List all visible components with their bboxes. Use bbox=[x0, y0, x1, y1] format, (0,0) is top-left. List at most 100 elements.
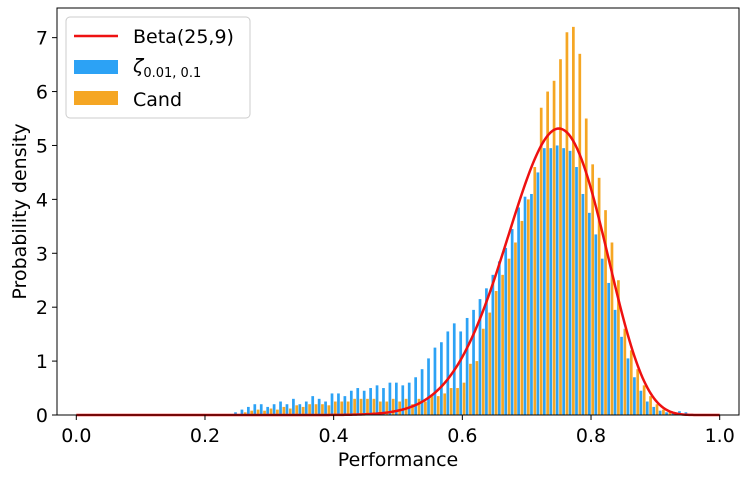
bar-cand bbox=[469, 363, 472, 415]
bar-cand bbox=[353, 398, 356, 415]
bar-zeta bbox=[600, 258, 604, 415]
bar-cand bbox=[269, 408, 273, 415]
bar-zeta bbox=[247, 406, 250, 415]
bar-cand bbox=[282, 406, 286, 415]
bar-zeta bbox=[497, 261, 501, 415]
bar-cand bbox=[436, 396, 440, 415]
bar-cand bbox=[327, 405, 331, 415]
bar-zeta bbox=[459, 331, 463, 415]
bar-cand bbox=[533, 167, 537, 415]
bar-cand bbox=[559, 59, 562, 416]
bar-cand bbox=[552, 80, 556, 415]
x-tick-label: 0.2 bbox=[190, 425, 220, 447]
bar-zeta bbox=[433, 347, 437, 415]
bar-zeta bbox=[465, 317, 469, 415]
bar-zeta bbox=[562, 148, 565, 415]
bar-cand bbox=[295, 405, 299, 415]
x-tick-label: 1.0 bbox=[705, 425, 735, 447]
bar-cand bbox=[610, 242, 614, 415]
bar-zeta bbox=[298, 404, 302, 415]
bar-zeta bbox=[349, 390, 353, 415]
legend-swatch-cand bbox=[74, 91, 118, 105]
bar-cand bbox=[584, 118, 588, 415]
bar-zeta bbox=[607, 282, 611, 415]
bar-zeta bbox=[588, 212, 591, 415]
bar-zeta bbox=[536, 172, 540, 415]
plot-frame bbox=[56, 7, 740, 416]
bar-cand bbox=[494, 291, 498, 415]
bar-zeta bbox=[330, 393, 334, 415]
bar-cand bbox=[359, 398, 363, 415]
bar-cand bbox=[481, 328, 485, 415]
x-tick-label: 0.6 bbox=[447, 425, 477, 447]
bar-cand bbox=[263, 410, 266, 415]
bar-zeta bbox=[523, 196, 527, 415]
y-tick-label: 5 bbox=[36, 135, 48, 157]
bar-cand bbox=[385, 401, 389, 415]
bar-zeta bbox=[581, 193, 585, 415]
bar-zeta bbox=[440, 342, 443, 415]
bar-zeta bbox=[491, 274, 495, 415]
bar-cand bbox=[250, 410, 254, 415]
bar-cand bbox=[565, 32, 569, 416]
bar-zeta bbox=[279, 401, 282, 415]
bar-cand bbox=[308, 404, 311, 415]
bar-zeta bbox=[472, 309, 475, 415]
bar-zeta bbox=[542, 148, 546, 415]
bar-cand bbox=[462, 382, 466, 415]
bar-zeta bbox=[517, 207, 520, 415]
bar-zeta bbox=[311, 396, 315, 415]
bar-zeta bbox=[645, 401, 649, 415]
bar-zeta bbox=[575, 167, 578, 415]
bar-cand bbox=[507, 258, 511, 415]
x-axis-ticks: 0.0 0.2 0.4 0.6 0.8 1.0 bbox=[61, 415, 735, 447]
bar-zeta bbox=[285, 404, 289, 415]
bar-cand bbox=[417, 398, 421, 415]
bar-cand bbox=[411, 404, 414, 415]
bar-zeta bbox=[253, 404, 257, 415]
legend-label-zeta-subscript: 0.01, 0.1 bbox=[143, 66, 201, 81]
bar-cand bbox=[501, 274, 504, 415]
bar-cand bbox=[301, 406, 305, 415]
legend-swatch-zeta bbox=[74, 60, 118, 74]
y-tick-label: 0 bbox=[36, 405, 48, 427]
bar-zeta bbox=[369, 388, 372, 415]
bar-cand bbox=[629, 350, 633, 415]
y-tick-label: 3 bbox=[36, 243, 48, 265]
bar-zeta bbox=[427, 358, 430, 415]
legend: Beta(25,9) ζ0.01, 0.1 Cand bbox=[65, 16, 251, 119]
y-tick-label: 7 bbox=[36, 28, 48, 50]
bar-cand bbox=[256, 409, 260, 415]
bar-cand bbox=[642, 385, 646, 415]
bar-cand bbox=[475, 361, 479, 415]
legend-label-zeta-symbol: ζ bbox=[132, 55, 145, 77]
bar-cand bbox=[243, 412, 247, 415]
bar-cand bbox=[456, 388, 459, 415]
bar-cand bbox=[649, 396, 652, 415]
y-tick-label: 6 bbox=[36, 82, 48, 104]
bar-zeta bbox=[626, 358, 630, 415]
x-axis-label: Performance bbox=[338, 449, 458, 471]
bar-cand bbox=[424, 401, 427, 415]
bar-zeta bbox=[362, 390, 366, 415]
bar-cand bbox=[276, 409, 279, 415]
bar-zeta bbox=[485, 288, 488, 415]
bar-cand bbox=[443, 393, 447, 415]
bar-zeta bbox=[240, 409, 244, 415]
bar-cand bbox=[488, 312, 492, 415]
bar-zeta bbox=[613, 309, 617, 415]
bar-cand bbox=[391, 398, 395, 415]
bar-cand bbox=[623, 328, 627, 415]
bar-cand bbox=[617, 280, 620, 415]
bar-cand bbox=[404, 398, 408, 415]
bar-cand bbox=[333, 401, 337, 415]
bar-zeta bbox=[633, 377, 636, 415]
bar-cand bbox=[572, 26, 575, 415]
bar-zeta bbox=[671, 413, 675, 415]
bar-cand bbox=[546, 91, 549, 416]
bar-zeta bbox=[420, 369, 424, 415]
bar-cand bbox=[314, 404, 318, 415]
bar-zeta bbox=[510, 229, 514, 415]
bar-zeta bbox=[665, 412, 668, 415]
legend-label-beta: Beta(25,9) bbox=[133, 26, 234, 48]
